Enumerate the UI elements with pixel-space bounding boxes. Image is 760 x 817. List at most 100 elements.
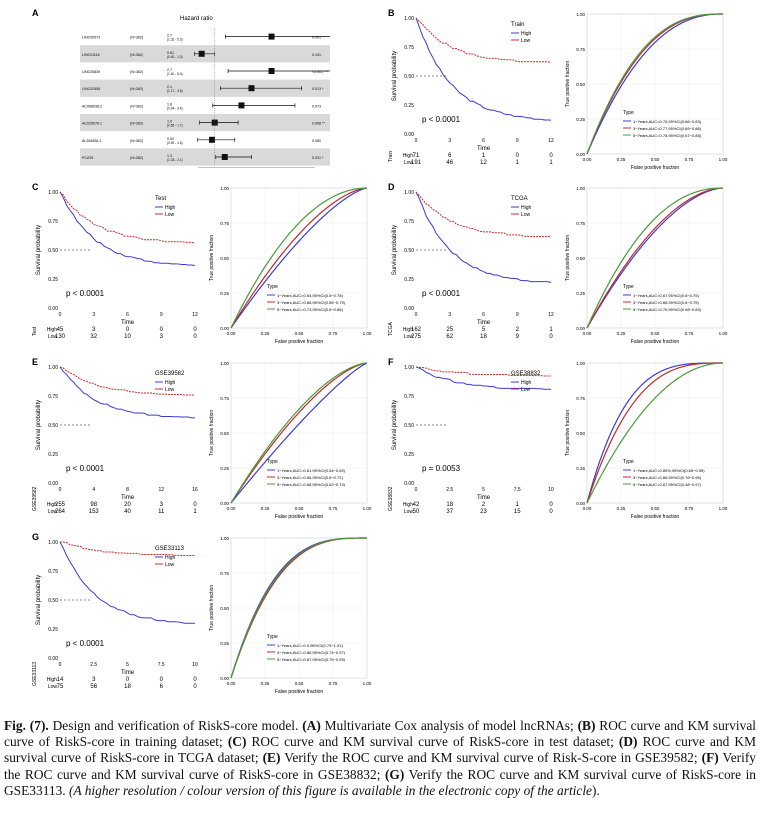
roc-legend-label: 5−Years,AUC=0.68,95%CI(0.62−0.74) [277,482,346,487]
km-legend-low-label: Low [165,387,175,393]
km-panel-e: E 0.00 0.25 0.50 0.75 1.00 Survival probabilit… [30,355,202,528]
forest-hr-label: 0.61 [167,51,174,55]
km-x-tick: 7.5 [158,662,165,668]
km-x-tick: 4 [92,487,95,493]
risk-count-high: 3 [160,502,164,508]
km-x-tick: 0 [415,312,418,318]
roc-y-tick: 1.00 [576,186,585,191]
roc-x-tick: 1.00 [719,157,728,162]
forest-p-value: 0.080 [312,139,321,143]
forest-gene-label: AC068038.2 [82,104,102,108]
km-x-tick: 5 [126,662,129,668]
forest-hr-label: 0.92 [167,137,174,141]
caption-text-e: Verify the ROC curve and KM survival cur… [280,750,702,766]
km-plot-area [60,542,195,658]
roc-plot: 0.000.00 0.25 0.25 0.50 0.50 0.75 0.75 1.00 1.00… [565,12,728,171]
km-legend-low-label: Low [165,212,175,218]
risk-count-high: 255 [55,502,66,508]
risk-count-low: 0 [193,334,197,340]
roc-curve-3yr [230,362,368,504]
panel-letter: G [32,532,39,542]
km-y-tick: 0.25 [404,103,414,109]
risk-count-low: 18 [480,334,487,340]
roc-y-tick: 1.00 [220,536,229,541]
forest-hr-label: 2.7 [167,34,172,38]
km-panel-c: C 0.00 0.25 0.50 0.75 1.00 Survival probabilit… [30,180,202,353]
roc-legend-label: 1−Years,AUC=0.9,95%CI(0.79−1.01) [277,643,343,648]
roc-x-label: False positive fraction [631,339,680,345]
roc-legend-label: 3−Years,AUC=0.77,95%CI(0.69−0.86) [633,126,702,131]
risk-count-low: 62 [446,334,453,340]
km-y-tick: 1.00 [48,540,58,546]
roc-curve-5yr [230,187,368,329]
risk-count-low: 37 [446,509,453,515]
roc-x-label: False positive fraction [275,689,324,695]
km-y-tick: 0.00 [404,306,414,312]
forest-ci-label: (0.55 - 1.7) [167,124,183,128]
forest-n-label: (N=362) [130,104,143,108]
km-legend-high-label: High [521,31,532,37]
km-x-label: Time [477,495,491,501]
roc-curve-5yr [230,362,368,504]
roc-legend-label: 1−Years,AUC=0.64,95%CI(0.5−0.78) [277,293,343,298]
roc-legend-label: 3−Years,AUC=0.68,95%CI(0.6−0.75) [633,300,699,305]
forest-n-label: (N=362) [130,36,143,40]
roc-y-tick: 0.25 [220,641,229,646]
risk-count-low: 191 [411,160,422,166]
risk-count-low: 10 [124,334,131,340]
km-y-label: Survival probability [36,575,42,625]
km-panel-g: G 0.00 0.25 0.50 0.75 1.00 Survival probabilit… [30,530,202,703]
roc-curve-5yr [586,187,724,329]
forest-point [238,102,245,109]
roc-curve-5yr [586,362,724,504]
km-y-label: Survival probability [36,400,42,450]
risk-count-high: 162 [411,327,422,333]
km-legend-low-label: Low [521,387,531,393]
roc-x-tick: 0.25 [261,506,270,511]
risk-count-low: 0 [549,509,553,515]
roc-y-label: True positive fraction [565,61,571,107]
roc-curve-1yr [230,187,368,329]
roc-x-tick: 0.00 [227,681,236,686]
risk-count-low: 1 [549,160,553,166]
km-plot: D 0.00 0.25 0.50 0.75 1.00 Survival probabilit… [388,182,554,340]
risk-strata-low: Low [404,509,414,515]
roc-y-tick: 0.00 [576,326,585,331]
km-legend-high-label: High [165,380,176,386]
risk-count-low: 9 [516,334,520,340]
roc-panel-g: 0.00 0.00 0.25 0.25 0.50 0.50 0.75 0.75 1.00 1.00… [205,530,375,703]
figure-caption: Fig. (7). Design and verification of Ris… [4,718,756,799]
km-plot: E 0.00 0.25 0.50 0.75 1.00 Survival probabilit… [32,357,198,515]
risk-count-low: 50 [413,509,420,515]
km-legend-low-label: Low [521,212,531,218]
km-x-tick: 2.5 [446,487,453,493]
risk-count-high: 2 [516,327,520,333]
km-x-tick: 0 [59,487,62,493]
risk-strata-high: High [47,502,58,508]
risk-table-side-label: Train [388,151,394,162]
km-y-tick: 0.75 [48,394,58,400]
risk-count-high: 25 [446,327,453,333]
roc-y-label: True positive fraction [565,410,571,456]
panel-letter: F [388,357,394,367]
km-y-tick: 0.50 [404,248,414,254]
km-y-label: Survival probability [392,225,398,275]
km-x-tick: 10 [192,662,198,668]
km-x-tick: 12 [192,312,198,318]
forest-tick-label: 0.5 [195,171,201,172]
roc-x-tick: 0.75 [685,157,694,162]
forest-point [209,136,216,143]
roc-legend-label: 5−Years,AUC=0.73,95%CI(0.6−0.86) [277,307,343,312]
risk-count-high: 1 [516,502,520,508]
forest-point [198,50,205,57]
km-y-tick: 0.75 [48,219,58,225]
km-curve-high [59,541,195,624]
roc-y-tick: 0.00 [220,326,229,331]
km-y-tick: 0.75 [48,569,58,575]
roc-legend-label: 1−Years,AUC=0.67,95%CI(0.6−0.75) [633,293,699,298]
risk-count-low: 12 [480,160,487,166]
km-x-tick: 12 [548,138,554,144]
km-y-tick: 1.00 [48,365,58,371]
roc-legend-title: Type [623,284,634,290]
